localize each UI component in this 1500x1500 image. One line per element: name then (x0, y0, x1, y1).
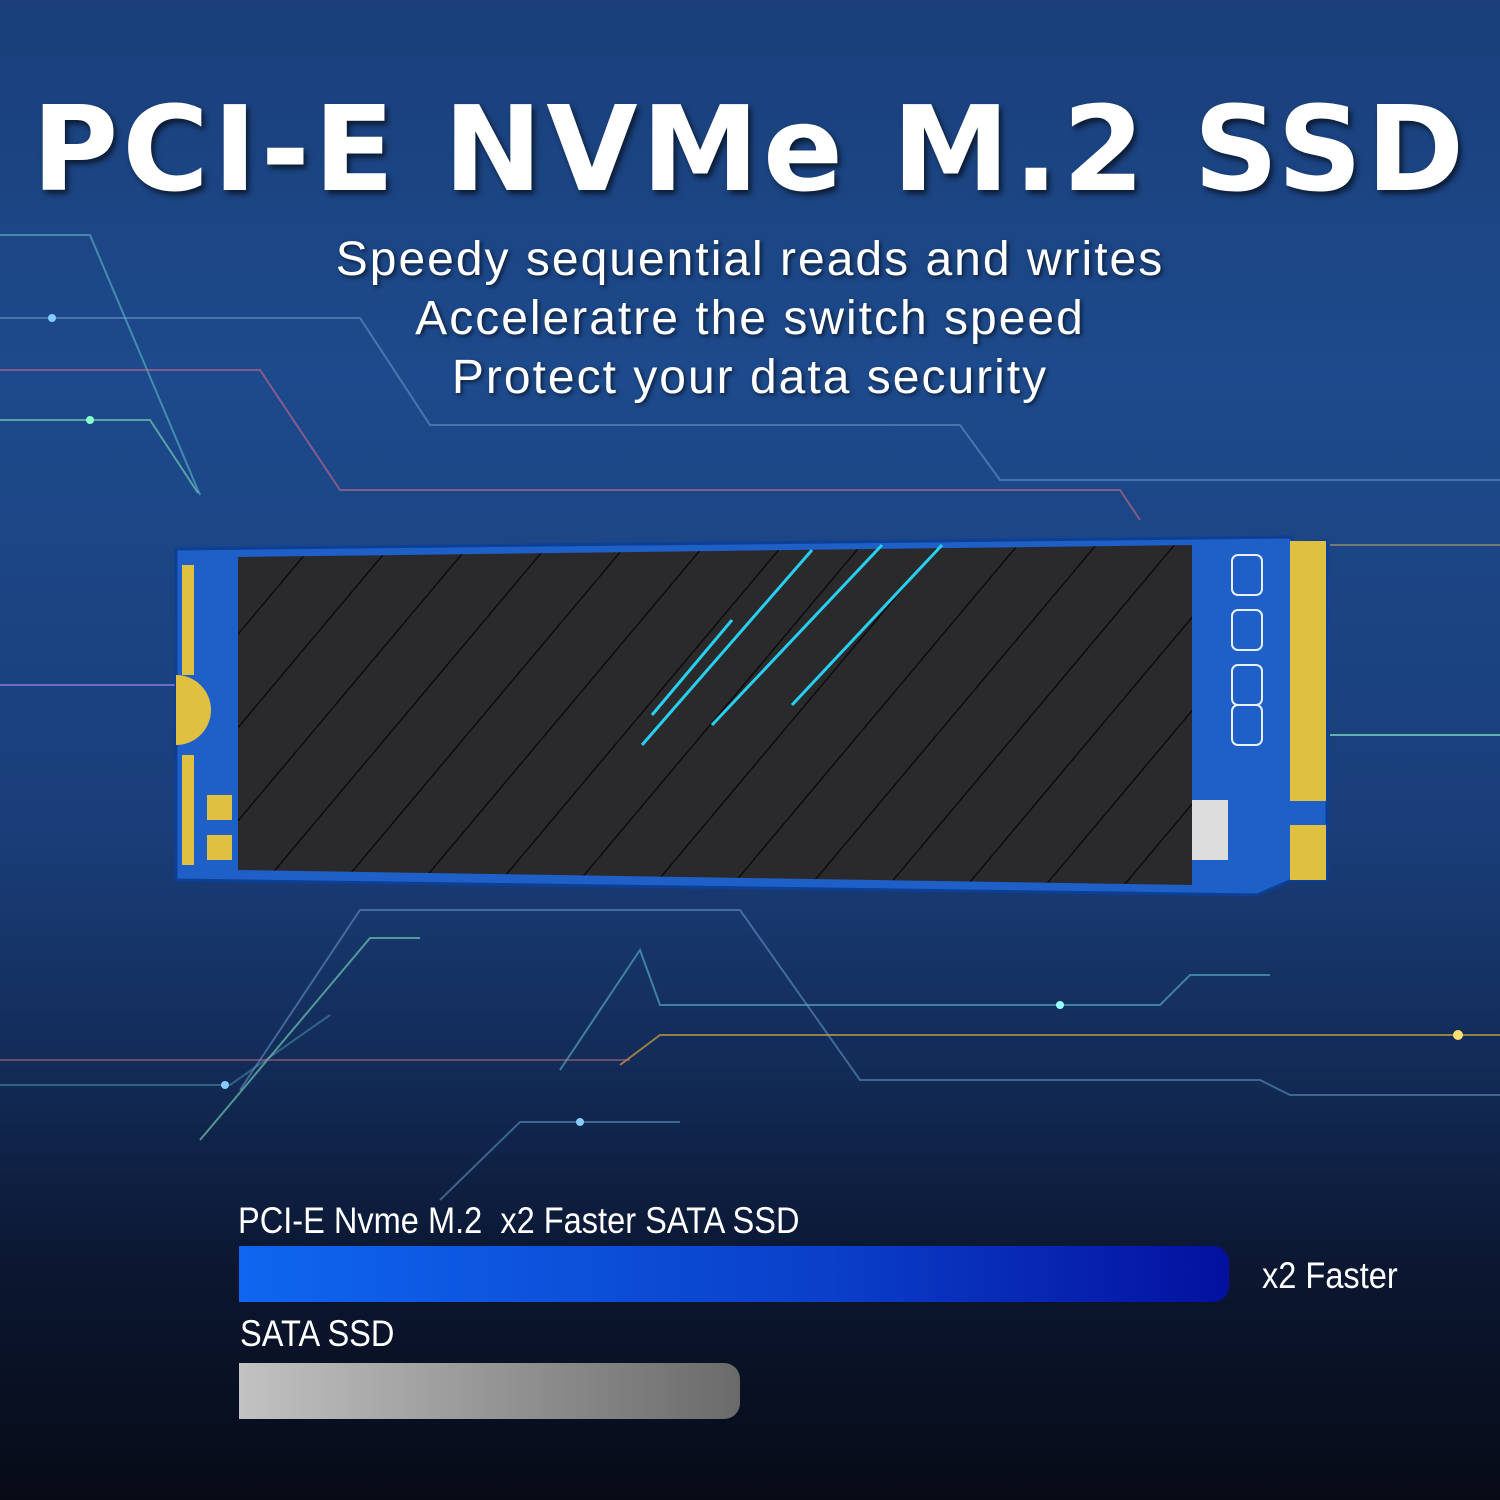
feature-line: Acceleratre the switch speed (415, 292, 1085, 345)
faster-label: x2 Faster (1262, 1255, 1398, 1296)
ssd-product-image (174, 535, 1329, 897)
feature-line: Protect your data security (451, 351, 1049, 404)
nvme-speed-bar (239, 1246, 1229, 1302)
sata-label: SATA SSD (240, 1313, 395, 1354)
sata-speed-bar (239, 1363, 740, 1419)
feature-line: Speedy sequential reads and writes (335, 233, 1165, 286)
page-title: PCI-E NVMe M.2 SSD (31, 80, 1469, 218)
nvme-label: PCI-E Nvme M.2 x2 Faster SATA SSD (238, 1200, 800, 1241)
